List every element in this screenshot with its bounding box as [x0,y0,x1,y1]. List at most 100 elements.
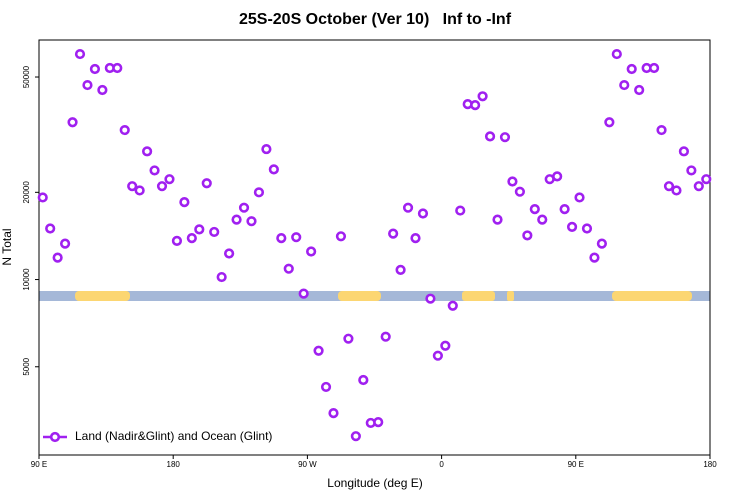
point [350,431,361,442]
plot-frame [38,39,711,456]
point [395,264,406,275]
point [209,226,220,238]
point [320,381,332,393]
point [589,252,600,263]
point [127,181,138,192]
point [499,132,511,143]
point [45,223,56,234]
point [402,202,414,213]
point [201,178,212,189]
point [268,164,279,175]
point [477,91,488,102]
point [149,165,160,176]
y-tick-label: 5000 [22,357,31,375]
point [619,79,630,91]
legend-label: Land (Nadir&Glint) and Ocean (Glint) [75,429,272,443]
point [447,300,458,311]
point [634,84,645,96]
point [67,117,78,128]
point [134,185,145,196]
point [276,233,287,244]
point [611,48,622,60]
point [574,192,585,203]
point [507,176,518,187]
point [373,417,384,428]
point [648,62,660,74]
x-tick-label: 180 [703,460,717,469]
x-tick-label: 90 E [568,460,584,469]
point [440,340,451,351]
land-ocean-band [39,291,710,301]
point [283,263,294,274]
point [432,350,443,361]
point [231,214,242,225]
point [417,208,429,219]
point [238,202,250,213]
point [671,185,682,196]
point [656,124,667,136]
point [522,230,533,241]
x-tick-label: 180 [167,460,181,469]
point [246,216,257,227]
point [59,238,71,249]
point [701,174,712,185]
y-tick-label: 20000 [22,181,31,204]
point [194,224,205,235]
point [529,204,540,215]
y-axis-label: N Total [0,228,14,265]
point [693,181,704,192]
point [596,238,607,249]
point [171,235,183,246]
chart-title: 25S-20S October (Ver 10) Inf to -Inf [239,11,512,28]
point [179,197,190,208]
point [216,271,227,283]
point [335,231,347,242]
point [313,345,324,356]
y-tick-label: 50000 [22,65,31,88]
point [663,181,675,192]
point [224,248,235,259]
point [97,84,108,96]
point [164,174,175,185]
point [410,233,421,244]
point [581,223,593,234]
x-tick-label: 0 [439,460,444,469]
point [306,246,317,257]
point [74,48,86,60]
point [470,99,481,111]
legend-marker [49,431,61,443]
point [82,79,93,91]
point [686,165,697,176]
point [156,181,168,192]
point [328,407,339,419]
point [388,228,399,239]
point [492,214,503,225]
point [425,293,436,304]
point [291,232,302,243]
point [604,117,615,128]
point [112,62,123,74]
y-tick-label: 10000 [22,268,31,291]
point [52,252,63,263]
point [253,187,265,198]
point [626,63,637,75]
point [380,331,391,342]
point [89,63,101,75]
point [566,221,578,232]
point [343,333,354,344]
point [119,124,130,136]
point [678,146,690,157]
point [552,171,563,182]
point [484,131,496,142]
point [186,233,197,244]
point [298,288,309,299]
point [37,192,48,203]
point [358,374,369,386]
point [537,214,548,225]
x-axis-label: Longitude (deg E) [327,476,422,490]
point [559,204,570,215]
point [261,143,272,155]
x-tick-label: 90 W [298,460,317,469]
x-tick-label: 90 E [31,460,47,469]
